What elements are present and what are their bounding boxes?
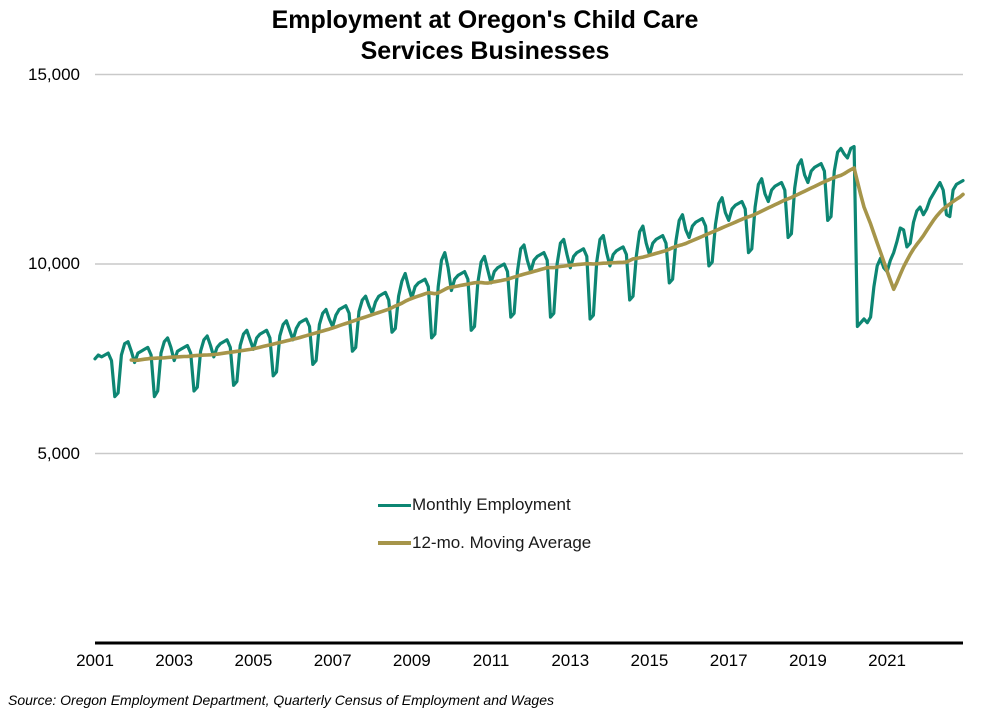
x-tick-2003: 2003 bbox=[155, 651, 194, 670]
legend: Monthly Employment 12-mo. Moving Average bbox=[378, 492, 591, 568]
x-tick-2011: 2011 bbox=[472, 651, 510, 670]
x-tick-2019: 2019 bbox=[788, 651, 827, 670]
moving-average-line-swatch bbox=[378, 541, 411, 545]
x-tick-2007: 2007 bbox=[313, 651, 352, 670]
chart-title: Employment at Oregon's Child Care Servic… bbox=[271, 6, 699, 65]
legend-item-moving-average: 12-mo. Moving Average bbox=[378, 530, 591, 556]
moving-average-line bbox=[129, 166, 965, 363]
x-tick-2005: 2005 bbox=[234, 651, 273, 670]
y-tick-15000: 15,000 bbox=[28, 64, 80, 84]
x-tick-2017: 2017 bbox=[709, 651, 748, 670]
legend-label-monthly-employment: Monthly Employment bbox=[412, 495, 571, 514]
y-tick-10000: 10,000 bbox=[28, 254, 80, 273]
monthly-employment-line-swatch bbox=[378, 503, 411, 507]
legend-label-moving-average: 12-mo. Moving Average bbox=[412, 533, 592, 552]
x-tick-2015: 2015 bbox=[630, 651, 669, 670]
x-tick-2013: 2013 bbox=[551, 651, 590, 670]
legend-item-monthly-employment: Monthly Employment bbox=[378, 492, 591, 518]
y-tick-5000: 5,000 bbox=[37, 443, 80, 463]
x-tick-2021: 2021 bbox=[868, 651, 906, 670]
source-note: Source: Oregon Employment Department, Qu… bbox=[8, 692, 554, 708]
x-tick-2009: 2009 bbox=[392, 651, 431, 670]
x-tick-2001: 2001 bbox=[76, 651, 114, 670]
